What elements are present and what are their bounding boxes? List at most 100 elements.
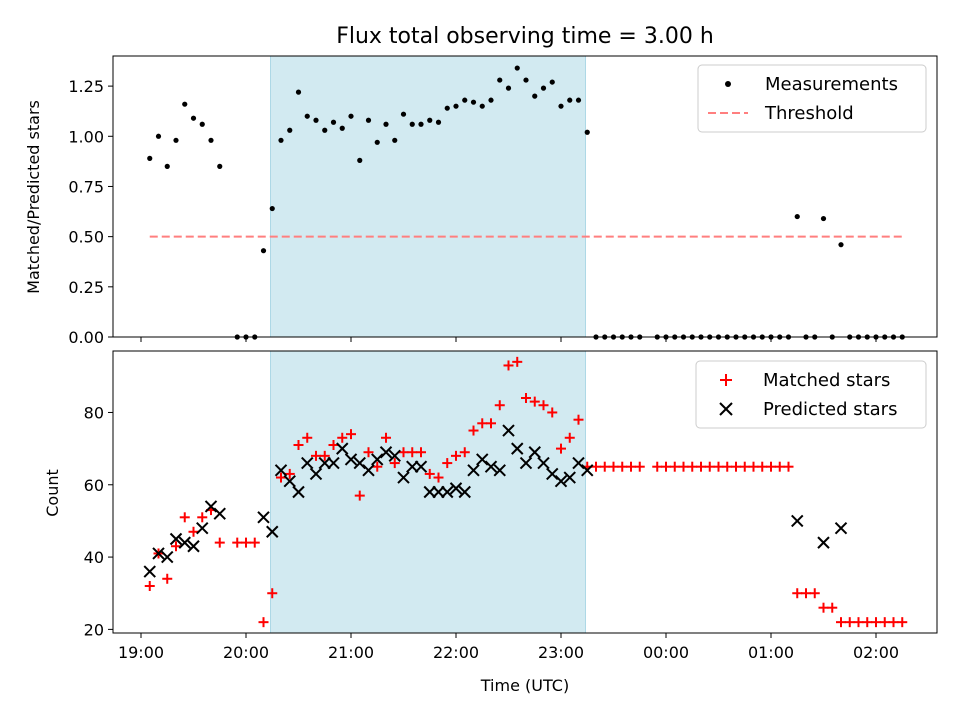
predicted-stars-point <box>432 485 445 499</box>
matched-stars-point <box>363 447 374 458</box>
legend-matched-marker <box>720 374 732 386</box>
matched-stars-point <box>704 461 715 472</box>
matched-stars-point <box>171 541 181 552</box>
matched-stars-point <box>722 461 733 472</box>
matched-stars-point <box>547 407 558 418</box>
measurement-point <box>164 163 170 169</box>
matched-stars-point <box>389 458 400 469</box>
bottom-y-axis-label: Count <box>43 469 62 517</box>
matched-stars-point <box>284 468 295 479</box>
measurement-point <box>505 85 512 91</box>
measurement-point <box>532 93 538 99</box>
legend-measurements-label: Measurements <box>765 74 898 95</box>
matched-stars-point <box>687 461 698 472</box>
top-y-axis-label: Matched/Predicted stars <box>24 100 43 294</box>
measurement-point <box>462 97 468 103</box>
matched-stars-point <box>774 461 785 472</box>
predicted-stars-point <box>204 500 218 513</box>
predicted-stars-point <box>397 471 410 484</box>
matched-stars-point <box>144 581 155 591</box>
top-y-tick-label: 1.25 <box>68 77 104 96</box>
top-highlight-span <box>270 55 586 338</box>
matched-stars-point <box>346 429 356 440</box>
top-legend-box <box>697 64 927 133</box>
bottom-series-predicted-stars <box>143 424 848 578</box>
legend-threshold-label: Threshold <box>764 103 854 124</box>
x-tick-label: 00:00 <box>643 643 689 662</box>
matched-stars-point <box>809 588 820 599</box>
measurement-point <box>260 248 267 254</box>
predicted-stars-point <box>362 464 375 477</box>
matched-stars-point <box>862 617 873 628</box>
matched-stars-point <box>328 440 339 450</box>
top-y-tick-label: 0.50 <box>68 228 104 247</box>
matched-stars-point <box>538 400 549 411</box>
matched-stars-point <box>739 461 750 472</box>
predicted-stars-point <box>554 474 568 488</box>
bottom-y-tick-label: 40 <box>84 548 104 567</box>
predicted-stars-point <box>266 525 279 538</box>
predicted-stars-point <box>388 449 401 463</box>
matched-stars-point <box>398 447 409 458</box>
measurement-point <box>199 121 205 127</box>
measurement-point <box>322 127 328 133</box>
matched-stars-point <box>879 617 890 628</box>
bottom-legend-box <box>695 360 927 429</box>
predicted-stars-point <box>292 485 305 499</box>
matched-stars-point <box>801 588 811 599</box>
predicted-stars-point <box>301 456 314 470</box>
predicted-stars-point <box>476 453 489 466</box>
matched-stars-point <box>276 472 286 483</box>
matched-stars-point <box>179 512 190 523</box>
x-tick-label: 21:00 <box>328 643 374 662</box>
predicted-stars-point <box>834 521 848 535</box>
measurement-point <box>400 111 407 117</box>
matched-stars-point <box>494 400 505 411</box>
measurement-point <box>182 101 188 107</box>
predicted-stars-point <box>309 467 323 481</box>
matched-stars-point <box>249 537 260 548</box>
measurement-point <box>838 242 844 248</box>
matched-stars-point <box>521 393 531 403</box>
bottom-y-tick-label: 60 <box>84 476 104 495</box>
predicted-stars-point <box>318 456 331 470</box>
measurement-point <box>147 155 153 161</box>
x-tick-label: 22:00 <box>433 643 479 662</box>
measurement-point <box>348 113 354 119</box>
predicted-stars-point <box>161 550 174 564</box>
matched-stars-point <box>792 588 803 599</box>
matched-stars-point <box>713 461 724 472</box>
predicted-stars-point <box>196 521 209 535</box>
top-panel: Flux total observing time = 3.00 h Match… <box>24 24 938 347</box>
legend-predicted-label: Predicted stars <box>763 399 897 420</box>
matched-stars-point <box>258 617 269 628</box>
predicted-stars-point <box>817 536 830 549</box>
matched-stars-point <box>731 461 741 472</box>
predicted-stars-point <box>467 464 480 477</box>
matched-stars-point <box>416 447 426 458</box>
predicted-stars-point <box>581 464 594 477</box>
predicted-stars-point <box>563 471 576 484</box>
matched-stars-point <box>442 458 453 469</box>
matched-stars-point <box>302 432 313 443</box>
matched-stars-point <box>608 461 619 472</box>
legend-measurements-marker <box>725 81 731 87</box>
predicted-stars-point <box>572 456 585 470</box>
matched-stars-point <box>556 443 566 454</box>
top-legend: Measurements Threshold <box>697 64 927 133</box>
measurement-point <box>392 137 398 143</box>
matched-stars-point <box>818 602 829 613</box>
predicted-stars-point <box>353 456 366 470</box>
predicted-stars-point <box>458 485 471 499</box>
predicted-stars-point <box>537 456 550 470</box>
bottom-y-tick-label: 20 <box>84 620 104 639</box>
matched-stars-point <box>319 450 330 461</box>
predicted-stars-point <box>371 453 384 466</box>
predicted-stars-point <box>528 446 541 459</box>
measurement-point <box>190 115 197 121</box>
chart-title: Flux total observing time = 3.00 h <box>336 24 714 49</box>
measurement-point <box>365 117 372 123</box>
predicted-stars-point <box>484 460 498 473</box>
measurement-point <box>575 97 582 103</box>
